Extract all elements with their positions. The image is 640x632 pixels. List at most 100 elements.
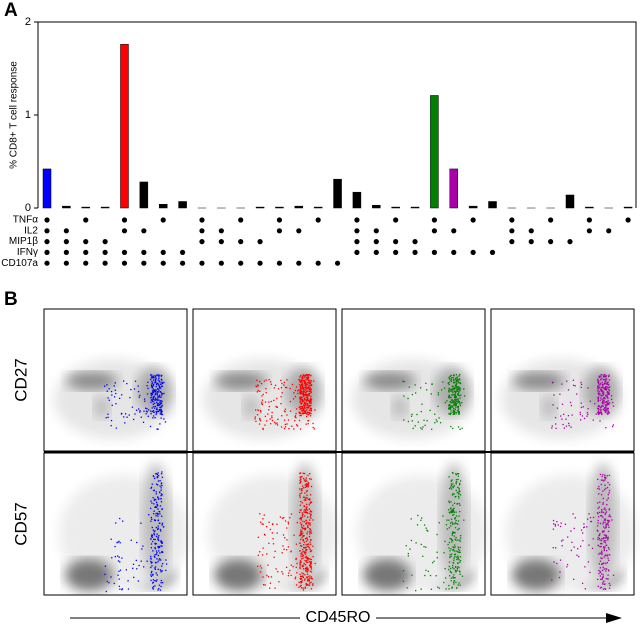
event-dot <box>598 516 599 517</box>
event-dot <box>301 403 302 404</box>
event-dot <box>441 389 442 390</box>
event-dot <box>152 550 153 551</box>
event-dot <box>307 497 308 498</box>
event-dot <box>609 475 610 476</box>
event-dot <box>601 480 602 481</box>
event-dot <box>115 390 116 391</box>
event-dot <box>123 416 124 417</box>
event-dot <box>458 520 459 521</box>
event-dot <box>255 421 256 422</box>
event-dot <box>608 547 609 548</box>
event-dot <box>601 546 602 547</box>
event-dot <box>309 400 310 401</box>
event-dot <box>300 428 301 429</box>
event-dot <box>599 502 600 503</box>
event-dot <box>160 485 161 486</box>
event-dot <box>276 524 277 525</box>
event-dot <box>603 402 604 403</box>
event-dot <box>599 552 600 553</box>
event-dot <box>601 538 602 539</box>
event-dot <box>444 541 445 542</box>
event-dot <box>305 424 306 425</box>
event-dot <box>432 562 433 563</box>
event-dot <box>449 512 450 513</box>
event-dot <box>306 491 307 492</box>
event-dot <box>450 414 451 415</box>
event-dot <box>161 490 162 491</box>
event-dot <box>159 404 160 405</box>
event-dot <box>605 510 606 511</box>
event-dot <box>123 380 124 381</box>
event-dot <box>156 375 157 376</box>
event-dot <box>261 383 262 384</box>
event-dot <box>147 388 148 389</box>
event-dot <box>602 387 603 388</box>
event-dot <box>603 526 604 527</box>
event-dot <box>457 386 458 387</box>
event-dot <box>138 565 139 566</box>
event-dot <box>605 488 606 489</box>
event-dot <box>605 540 606 541</box>
event-dot <box>311 486 312 487</box>
event-dot <box>611 395 612 396</box>
event-dot <box>456 515 457 516</box>
event-dot <box>154 403 155 404</box>
event-dot <box>564 427 565 428</box>
event-dot <box>264 514 265 515</box>
event-dot <box>152 407 153 408</box>
event-dot <box>605 404 606 405</box>
event-dot <box>299 582 300 583</box>
event-dot <box>608 497 609 498</box>
event-dot <box>155 391 156 392</box>
event-dot <box>455 400 456 401</box>
event-dot <box>303 497 304 498</box>
event-dot <box>408 553 409 554</box>
event-dot <box>309 508 310 509</box>
event-dot <box>273 400 274 401</box>
event-dot <box>454 512 455 513</box>
event-dot <box>458 584 459 585</box>
event-dot <box>456 587 457 588</box>
event-dot <box>270 418 271 419</box>
event-dot <box>160 545 161 546</box>
event-dot <box>604 583 605 584</box>
event-dot <box>601 405 602 406</box>
event-dot <box>139 411 140 412</box>
event-dot <box>450 390 451 391</box>
event-dot <box>459 397 460 398</box>
event-dot <box>307 411 308 412</box>
event-dot <box>459 390 460 391</box>
event-dot <box>305 568 306 569</box>
marker-dot <box>64 250 69 255</box>
event-dot <box>431 429 432 430</box>
event-dot <box>150 500 151 501</box>
event-dot <box>302 521 303 522</box>
event-dot <box>288 575 289 576</box>
event-dot <box>407 398 408 399</box>
event-dot <box>288 572 289 573</box>
marker-dot <box>64 228 69 233</box>
event-dot <box>610 516 611 517</box>
event-dot <box>450 376 451 377</box>
event-dot <box>156 407 157 408</box>
event-dot <box>303 555 304 556</box>
event-dot <box>271 401 272 402</box>
event-dot <box>608 494 609 495</box>
event-dot <box>305 550 306 551</box>
event-dot <box>154 585 155 586</box>
event-dot <box>561 383 562 384</box>
event-dot <box>160 582 161 583</box>
event-dot <box>445 588 446 589</box>
event-dot <box>463 388 464 389</box>
bar <box>353 192 361 208</box>
event-dot <box>604 568 605 569</box>
event-dot <box>308 406 309 407</box>
event-dot <box>306 486 307 487</box>
event-dot <box>456 401 457 402</box>
event-dot <box>602 474 603 475</box>
event-dot <box>109 400 110 401</box>
event-dot <box>448 377 449 378</box>
event-dot <box>299 415 300 416</box>
event-dot <box>307 403 308 404</box>
event-dot <box>304 499 305 500</box>
